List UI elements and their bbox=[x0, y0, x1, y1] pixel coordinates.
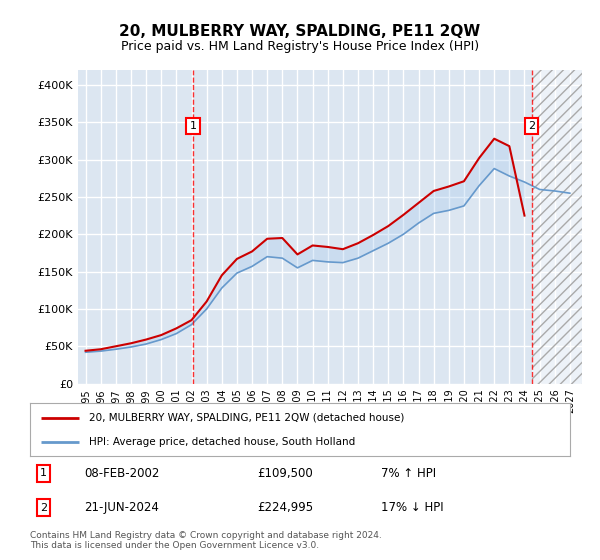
Text: HPI: Average price, detached house, South Holland: HPI: Average price, detached house, Sout… bbox=[89, 437, 356, 447]
Text: 20, MULBERRY WAY, SPALDING, PE11 2QW (detached house): 20, MULBERRY WAY, SPALDING, PE11 2QW (de… bbox=[89, 413, 405, 423]
Text: 2: 2 bbox=[528, 121, 535, 131]
Text: £109,500: £109,500 bbox=[257, 467, 313, 480]
Text: 20, MULBERRY WAY, SPALDING, PE11 2QW: 20, MULBERRY WAY, SPALDING, PE11 2QW bbox=[119, 24, 481, 39]
Text: 21-JUN-2024: 21-JUN-2024 bbox=[84, 501, 159, 514]
Text: 17% ↓ HPI: 17% ↓ HPI bbox=[381, 501, 443, 514]
Text: Contains HM Land Registry data © Crown copyright and database right 2024.
This d: Contains HM Land Registry data © Crown c… bbox=[30, 531, 382, 550]
Bar bbox=[532, 70, 582, 384]
Text: Price paid vs. HM Land Registry's House Price Index (HPI): Price paid vs. HM Land Registry's House … bbox=[121, 40, 479, 53]
Bar bbox=[532, 70, 582, 384]
Text: £224,995: £224,995 bbox=[257, 501, 313, 514]
Text: 08-FEB-2002: 08-FEB-2002 bbox=[84, 467, 160, 480]
Text: 1: 1 bbox=[190, 121, 197, 131]
Text: 1: 1 bbox=[40, 468, 47, 478]
Text: 7% ↑ HPI: 7% ↑ HPI bbox=[381, 467, 436, 480]
Text: 2: 2 bbox=[40, 503, 47, 513]
